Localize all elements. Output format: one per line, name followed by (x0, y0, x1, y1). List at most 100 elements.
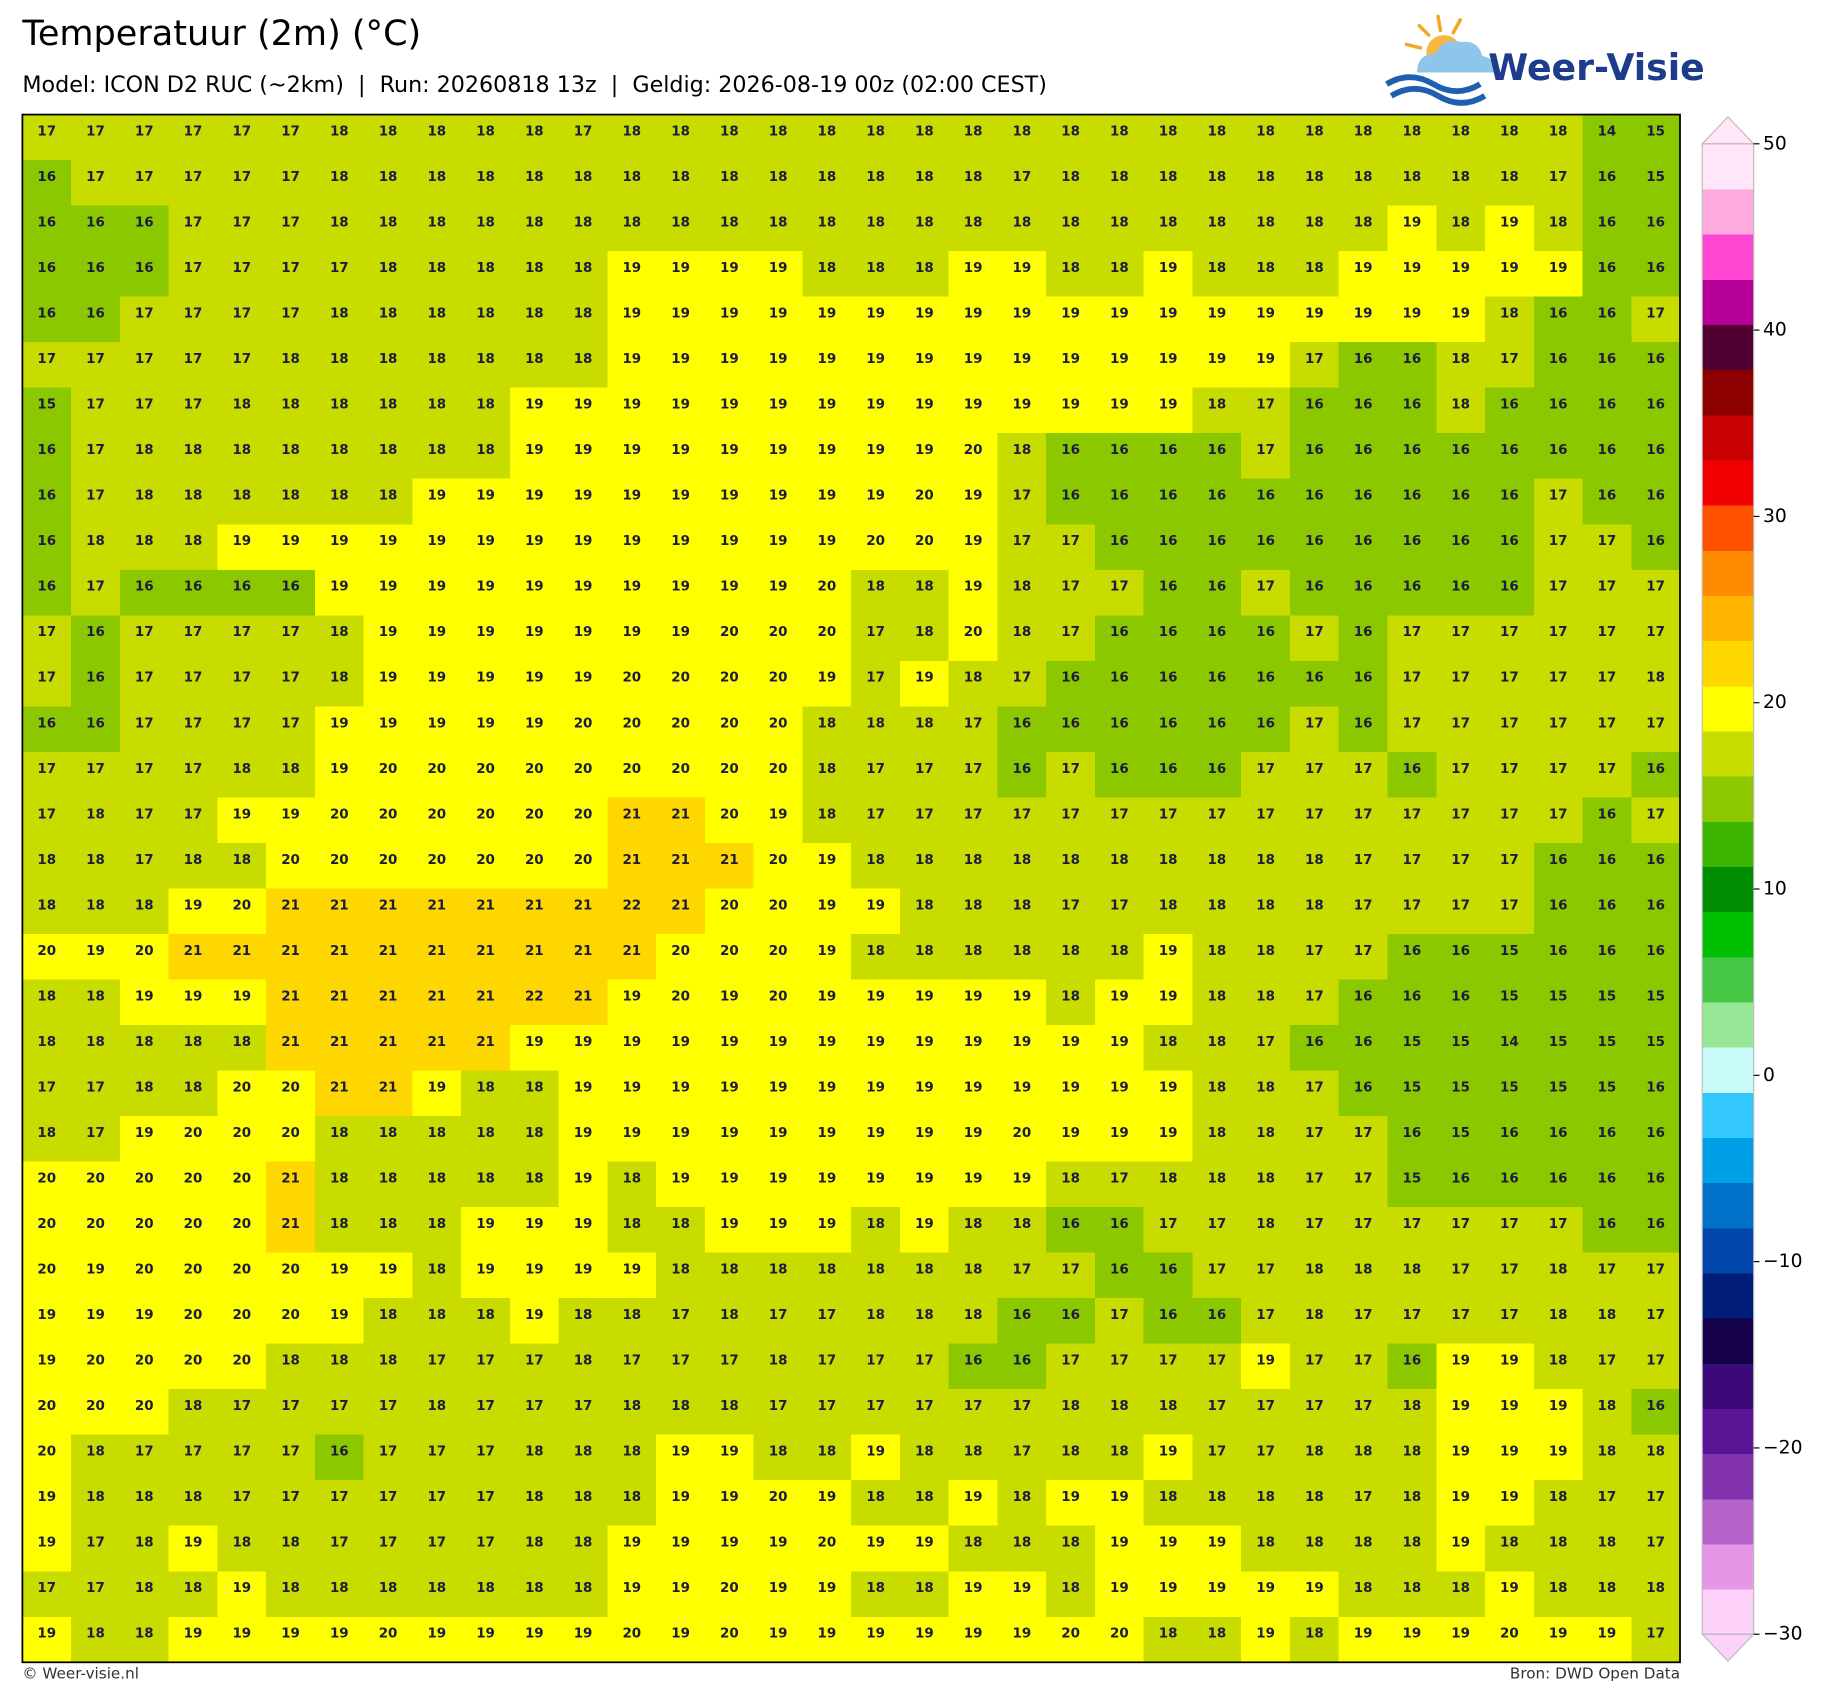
temperature-label: 18 (1159, 216, 1178, 231)
temperature-cell (1338, 706, 1389, 753)
temperature-cell (509, 979, 560, 1026)
temperature-cell (217, 615, 267, 662)
temperature-label: 19 (915, 398, 934, 413)
temperature-label: 17 (1598, 534, 1617, 549)
temperature-label: 18 (232, 762, 251, 777)
temperature-label: 19 (330, 1263, 349, 1278)
temperature-label: 18 (427, 352, 446, 367)
temperature-cell (71, 1161, 121, 1208)
temperature-cell (1046, 524, 1096, 571)
temperature-label: 19 (232, 1581, 251, 1596)
temperature-label: 17 (37, 671, 56, 686)
temperature-cell (509, 1070, 560, 1117)
temperature-cell (1338, 251, 1389, 298)
temperature-label: 16 (37, 170, 56, 185)
temperature-label: 18 (476, 1308, 495, 1323)
temperature-label: 19 (1256, 307, 1275, 322)
temperature-label: 18 (1305, 170, 1324, 185)
temperature-cell (1143, 478, 1194, 525)
temperature-cell (1582, 1252, 1632, 1299)
temperature-label: 21 (330, 1080, 349, 1095)
temperature-label: 16 (1256, 671, 1275, 686)
temperature-label: 17 (1549, 489, 1568, 504)
temperature-cell (558, 478, 609, 525)
temperature-cell (363, 342, 414, 389)
temperature-label: 18 (720, 1399, 739, 1414)
temperature-label: 18 (1354, 1263, 1373, 1278)
temperature-label: 21 (476, 1035, 495, 1050)
temperature-cell (1631, 1024, 1681, 1072)
temperature-label: 18 (476, 1171, 495, 1186)
temperature-label: 17 (1305, 807, 1324, 822)
temperature-cell (1046, 615, 1096, 662)
temperature-label: 17 (1403, 1308, 1422, 1323)
temperature-cell (363, 387, 414, 434)
temperature-cell (704, 842, 755, 890)
temperature-label: 19 (622, 534, 641, 549)
temperature-label: 16 (1305, 489, 1324, 504)
temperature-label: 17 (184, 625, 203, 640)
temperature-label: 20 (330, 853, 349, 868)
temperature-cell (607, 706, 657, 753)
logo: Weer-Visie (1385, 14, 1705, 106)
temperature-cell (461, 478, 511, 525)
temperature-cell (656, 342, 706, 389)
temperature-cell (461, 296, 511, 343)
temperature-cell (168, 1252, 219, 1299)
temperature-label: 20 (769, 1490, 788, 1505)
temperature-cell (22, 1024, 72, 1072)
temperature-cell (266, 524, 316, 571)
temperature-cell (1338, 387, 1389, 434)
temperature-label: 19 (281, 534, 300, 549)
temperature-label: 18 (866, 1490, 885, 1505)
temperature-label: 18 (574, 261, 593, 276)
temperature-cell (753, 114, 804, 161)
temperature-label: 19 (1110, 989, 1129, 1004)
temperature-label: 19 (1549, 1399, 1568, 1414)
temperature-label: 16 (1159, 580, 1178, 595)
temperature-label: 19 (817, 1035, 836, 1050)
temperature-label: 19 (817, 307, 836, 322)
temperature-label: 17 (1500, 1217, 1519, 1232)
temperature-cell (1387, 569, 1437, 616)
temperature-label: 19 (866, 352, 885, 367)
temperature-cell (1289, 660, 1340, 708)
temperature-label: 17 (1549, 807, 1568, 822)
temperature-label: 20 (232, 1126, 251, 1141)
temperature-label: 20 (720, 671, 739, 686)
temperature-cell (1485, 660, 1535, 708)
temperature-cell (168, 114, 219, 161)
temperature-cell (461, 114, 511, 161)
temperature-cell (22, 706, 72, 753)
temperature-cell (607, 842, 657, 890)
temperature-cell (266, 160, 316, 207)
temperature-label: 17 (232, 1399, 251, 1414)
temperature-cell (1387, 842, 1437, 890)
temperature-label: 16 (232, 580, 251, 595)
temperature-label: 18 (671, 216, 690, 231)
temperature-cell (1387, 615, 1437, 662)
temperature-label: 18 (866, 853, 885, 868)
temperature-cell (1387, 387, 1437, 434)
temperature-label: 18 (915, 898, 934, 913)
temperature-cell (1289, 615, 1340, 662)
temperature-cell (119, 797, 170, 844)
temperature-cell (1094, 114, 1145, 161)
temperature-cell (461, 1116, 511, 1163)
temperature-label: 18 (622, 1217, 641, 1232)
temperature-label: 17 (37, 625, 56, 640)
temperature-label: 18 (135, 534, 154, 549)
temperature-cell (1533, 342, 1584, 389)
temperature-cell (1533, 1161, 1584, 1208)
temperature-label: 18 (1208, 398, 1227, 413)
temperature-label: 18 (1354, 1581, 1373, 1596)
temperature-cell (1143, 160, 1194, 207)
temperature-label: 19 (915, 307, 934, 322)
temperature-label: 18 (915, 944, 934, 959)
temperature-label: 16 (1159, 534, 1178, 549)
temperature-label: 18 (1159, 853, 1178, 868)
temperature-label: 18 (817, 261, 836, 276)
colorbar-tick-label: −10 (1763, 1251, 1802, 1272)
temperature-label: 20 (622, 762, 641, 777)
temperature-label: 15 (1500, 1080, 1519, 1095)
